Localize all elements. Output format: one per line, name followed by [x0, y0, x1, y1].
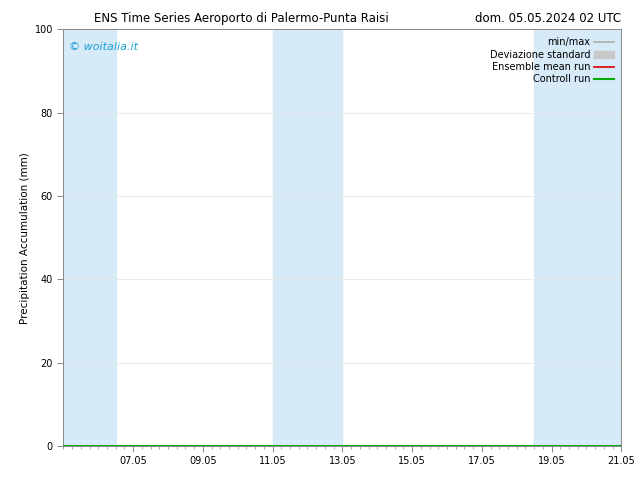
Text: dom. 05.05.2024 02 UTC: dom. 05.05.2024 02 UTC	[476, 12, 621, 25]
Text: © woitalia.it: © woitalia.it	[69, 42, 138, 52]
Legend: min/max, Deviazione standard, Ensemble mean run, Controll run: min/max, Deviazione standard, Ensemble m…	[487, 34, 616, 87]
Text: ENS Time Series Aeroporto di Palermo-Punta Raisi: ENS Time Series Aeroporto di Palermo-Pun…	[94, 12, 388, 25]
Bar	[273, 29, 342, 446]
Bar	[63, 29, 115, 446]
Bar	[534, 29, 621, 446]
Y-axis label: Precipitation Accumulation (mm): Precipitation Accumulation (mm)	[20, 152, 30, 323]
